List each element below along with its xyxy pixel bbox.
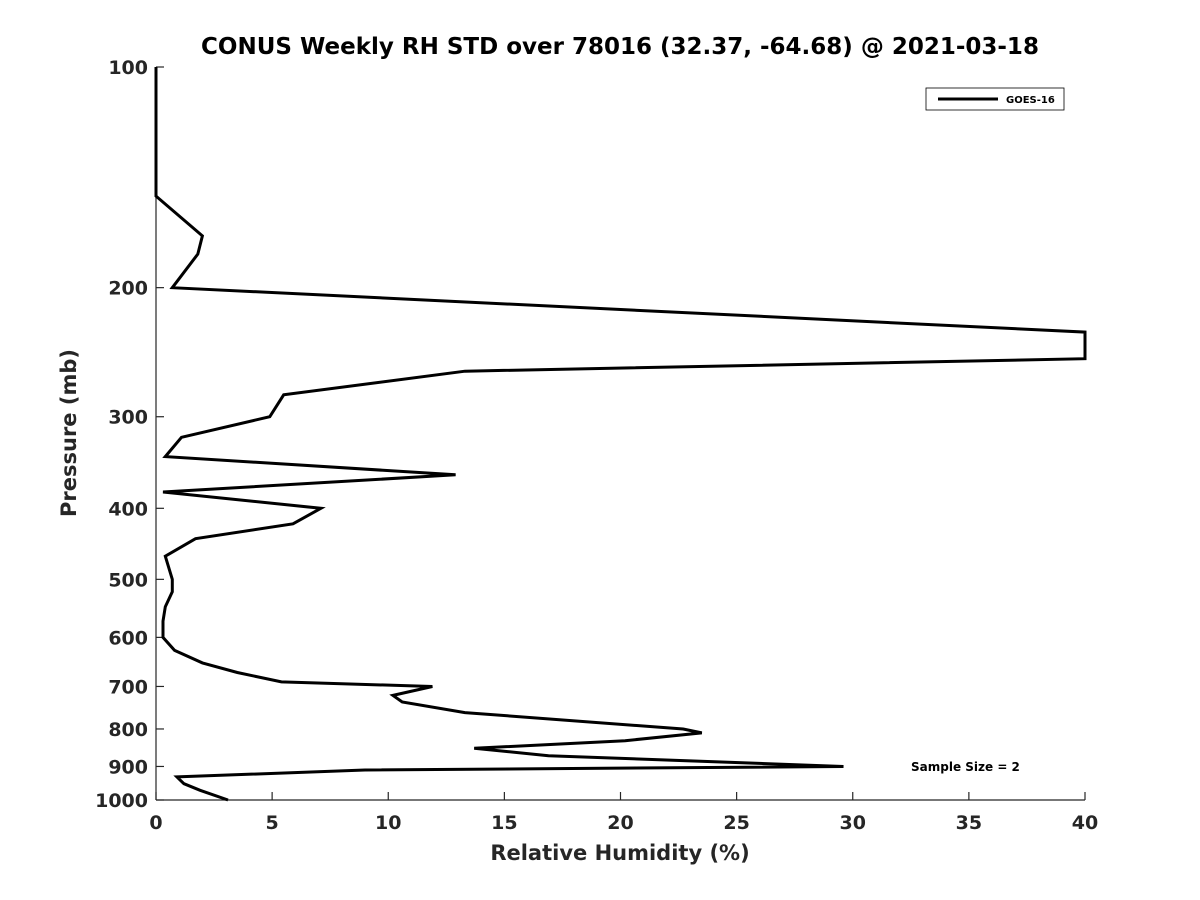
x-tick-label: 5	[266, 812, 279, 834]
plot-area	[155, 67, 1085, 801]
series-line-goes-16	[154, 67, 1087, 802]
y-axis-label: Pressure (mb)	[57, 349, 81, 517]
y-tick-label: 300	[108, 407, 148, 429]
y-tick-label: 100	[108, 57, 148, 79]
sample-size-annotation: Sample Size = 2	[911, 760, 1020, 774]
x-tick-label: 35	[956, 812, 982, 834]
legend: GOES-16	[925, 87, 1065, 111]
y-axis-ticks: 100 200 300 400 500 600 700 800 900 1000	[95, 57, 164, 812]
y-tick-label: 200	[108, 278, 148, 300]
x-tick-label: 20	[607, 812, 633, 834]
legend-label-goes-16: GOES-16	[1006, 95, 1055, 106]
y-tick-label: 400	[108, 498, 148, 520]
y-tick-label: 600	[108, 627, 148, 649]
y-tick-label: 800	[108, 719, 148, 741]
x-axis-ticks: 0 5 10 15 20 25 30 35 40	[149, 792, 1098, 834]
x-tick-label: 15	[491, 812, 517, 834]
y-tick-label: 500	[108, 569, 148, 591]
series-layer	[154, 67, 1087, 802]
y-tick-label: 900	[108, 756, 148, 778]
x-axis-label: Relative Humidity (%)	[490, 841, 749, 865]
x-tick-label: 40	[1072, 812, 1098, 834]
x-tick-label: 10	[375, 812, 401, 834]
y-tick-label: 1000	[95, 790, 148, 812]
x-tick-label: 25	[723, 812, 749, 834]
chart-title: CONUS Weekly RH STD over 78016 (32.37, -…	[201, 34, 1039, 60]
x-tick-label: 30	[840, 812, 866, 834]
y-tick-label: 700	[108, 676, 148, 698]
x-tick-label: 0	[149, 812, 162, 834]
